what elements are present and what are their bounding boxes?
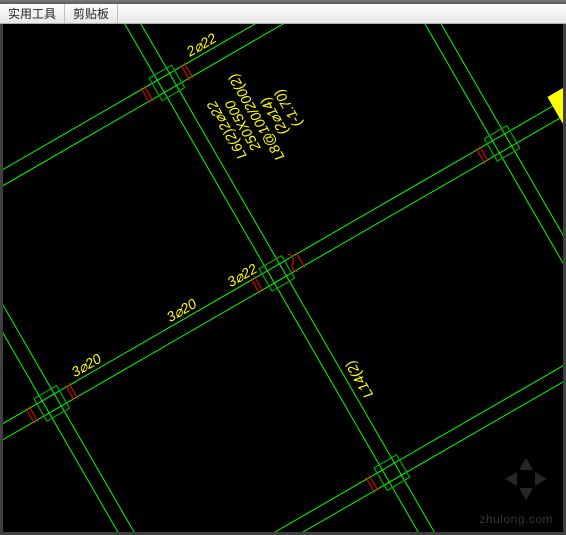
rebar-label: 200(2) — [434, 24, 469, 25]
watermark-text: zhulong.com — [479, 512, 553, 526]
app-window: 实用工具 剪贴板 — [0, 0, 566, 535]
menu-tools[interactable]: 实用工具 — [0, 4, 65, 23]
selection-highlight — [548, 82, 563, 126]
menubar: 实用工具 剪贴板 — [0, 4, 566, 24]
cad-svg: 3⌀22 3⌀20 3/2 5⌀22 3/2 3⌀20 3⌀22 200(2) … — [3, 24, 563, 532]
menu-clipboard[interactable]: 剪贴板 — [65, 4, 118, 23]
watermark-logo — [503, 456, 549, 502]
cad-canvas[interactable]: 3⌀22 3⌀20 3/2 5⌀22 3/2 3⌀20 3⌀22 200(2) … — [3, 24, 563, 532]
rebar-label: 3/2 5⌀22 3/2 — [175, 531, 251, 532]
beam-label: L14(2) — [342, 358, 376, 401]
